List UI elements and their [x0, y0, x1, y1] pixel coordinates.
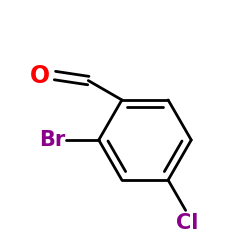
Text: Cl: Cl [176, 213, 198, 233]
Text: Br: Br [39, 130, 65, 150]
Text: O: O [30, 64, 50, 88]
